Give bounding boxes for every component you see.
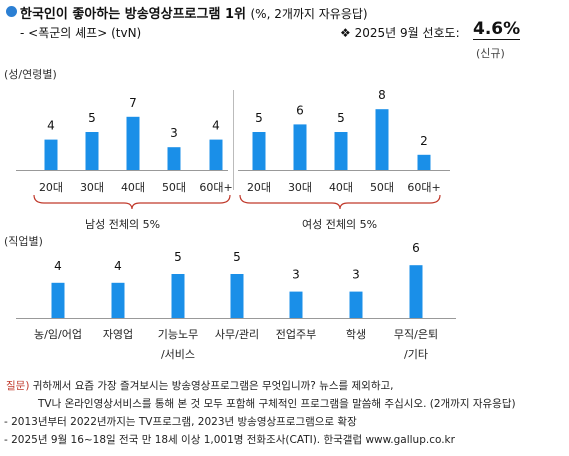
tick-label-8: 50대 (370, 181, 394, 194)
bracket-female (239, 194, 441, 210)
tick-label-1: 30대 (80, 181, 104, 194)
data-label-7: 5 (337, 111, 345, 125)
group-label-male: 남성 전체의 5% (85, 218, 161, 231)
preference-value: 4.6% (473, 19, 521, 40)
question-text-1: 귀하께서 요즘 가장 즐겨보시는 방송영상프로그램은 무엇입니까? 뉴스를 제외… (32, 380, 394, 392)
footnote-1: - 2013년부터 2022년까지는 TV프로그램, 2023년 방송영상프로그… (4, 416, 357, 428)
bar-job-1 (111, 282, 125, 318)
footnote-2: - 2025년 9월 16~18일 전국 만 18세 이상 1,001명 전화조… (4, 434, 455, 446)
baseline-job (16, 318, 456, 319)
tick-label-job-6-line2: /기타 (404, 348, 428, 361)
preference-note: (신규) (476, 47, 505, 60)
section-label-job: (직업별) (4, 235, 43, 248)
question-text-2: TV나 온라인영상서비스를 통해 본 것 모두 포함해 구체적인 프로그램을 말… (38, 398, 516, 410)
tick-label-job-2-line2: /서비스 (161, 348, 195, 361)
question-line-1: 질문) 귀하께서 요즘 가장 즐겨보시는 방송영상프로그램은 무엇입니까? 뉴스… (6, 378, 393, 393)
tick-label-job-5: 학생 (346, 328, 366, 341)
tick-label-2: 40대 (121, 181, 145, 194)
bar-male-0 (44, 139, 58, 170)
tick-label-5: 20대 (247, 181, 271, 194)
preference-label: ❖ 2025년 9월 선호도: (340, 26, 460, 40)
bar-female-9 (417, 154, 431, 170)
tick-label-job-1: 자영업 (103, 328, 133, 341)
tick-label-4: 60대+ (199, 181, 232, 194)
bracket-male (33, 194, 231, 210)
data-label-job-6: 6 (412, 241, 420, 255)
tick-label-9: 60대+ (407, 181, 440, 194)
title-bullet-icon (6, 6, 17, 17)
data-label-9: 2 (420, 134, 428, 148)
bar-male-2 (126, 116, 140, 170)
bar-female-8 (375, 109, 389, 170)
data-label-job-1: 4 (114, 259, 122, 273)
baseline-female (238, 170, 450, 171)
data-label-8: 8 (378, 88, 386, 102)
tick-label-7: 40대 (329, 181, 353, 194)
data-label-3: 3 (170, 126, 178, 140)
bar-male-3 (167, 147, 181, 170)
tick-label-job-2: 기능노무 (158, 328, 198, 341)
bar-job-0 (51, 282, 65, 318)
data-label-4: 4 (212, 119, 220, 133)
title-note: (%, 2개까지 자유응답) (250, 7, 368, 21)
data-label-job-5: 3 (352, 268, 360, 282)
gender-divider (233, 90, 234, 190)
group-label-female: 여성 전체의 5% (302, 218, 378, 231)
tick-label-3: 50대 (162, 181, 186, 194)
bar-job-6 (409, 265, 423, 318)
data-label-0: 4 (47, 119, 55, 133)
bar-job-5 (349, 291, 363, 318)
tick-label-6: 30대 (288, 181, 312, 194)
tick-label-job-4: 전업주부 (276, 328, 316, 341)
data-label-job-0: 4 (54, 259, 62, 273)
data-label-job-4: 3 (292, 268, 300, 282)
question-label: 질문) (6, 380, 30, 392)
data-label-1: 5 (88, 111, 96, 125)
bar-female-6 (293, 124, 307, 170)
bar-job-3 (230, 274, 244, 318)
page-title: 한국인이 좋아하는 방송영상프로그램 1위 (%, 2개까지 자유응답) (20, 3, 368, 22)
tick-label-job-0: 농/임/어업 (34, 328, 82, 341)
data-label-job-2: 5 (174, 250, 182, 264)
data-label-job-3: 5 (233, 250, 241, 264)
tick-label-job-6: 무직/은퇴 (394, 328, 438, 341)
title-text: 한국인이 좋아하는 방송영상프로그램 1위 (20, 7, 246, 22)
baseline-male (16, 170, 228, 171)
data-label-6: 6 (296, 103, 304, 117)
bar-job-2 (171, 274, 185, 318)
bar-female-7 (334, 132, 348, 170)
program-name: - <폭군의 셰프> (tvN) (20, 26, 142, 40)
section-label-gender-age: (성/연령별) (4, 68, 57, 81)
bar-male-4 (209, 139, 223, 170)
tick-label-job-3: 사무/관리 (215, 328, 259, 341)
tick-label-0: 20대 (39, 181, 63, 194)
data-label-2: 7 (129, 96, 137, 110)
bar-female-5 (252, 132, 266, 170)
bar-male-1 (85, 132, 99, 170)
bar-job-4 (289, 291, 303, 318)
data-label-5: 5 (255, 111, 263, 125)
